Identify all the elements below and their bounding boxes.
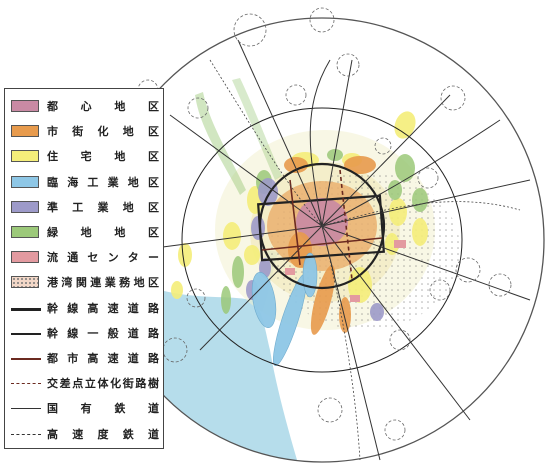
legend-swatch: [11, 226, 39, 238]
legend-item: 都心地区: [5, 95, 165, 117]
legend-line-swatch: [11, 358, 41, 360]
legend-label: 市街化地区: [47, 125, 159, 139]
legend-label: 幹線高速道路: [47, 301, 159, 315]
legend-label: 港湾関連業務地区: [47, 276, 159, 290]
legend-swatch: [11, 200, 39, 213]
legend-line-swatch: [11, 433, 41, 435]
radial-roads: [139, 39, 531, 461]
ring-roads: [181, 107, 463, 373]
legend-line-swatch: [11, 383, 41, 385]
legend-item: 流通センター: [5, 246, 165, 268]
legend-swatch: [11, 276, 39, 289]
legend-item: 臨海工業地区: [5, 171, 165, 193]
legend-label: 高速度鉄道: [47, 427, 159, 441]
legend-item: 都市高速道路: [5, 347, 165, 369]
legend-item: 市街化地区: [5, 120, 165, 142]
legend-label: 都市高速道路: [47, 352, 159, 365]
central-area: [296, 198, 348, 246]
legend-swatch: [11, 150, 39, 163]
legend-label: 交差点立体化街路樹: [47, 377, 159, 391]
legend-item: 幹線高速道路: [5, 297, 165, 319]
city-expressways: [261, 169, 383, 281]
legend-swatch: [11, 175, 39, 188]
railways: [209, 59, 521, 461]
legend-label: 国有鉄道: [47, 402, 159, 416]
legend-line-swatch: [11, 307, 41, 311]
legend-label: 準工業地区: [47, 200, 159, 214]
legend-line-swatch: [11, 332, 41, 335]
legend-label: 流通センター: [47, 251, 159, 265]
legend-item: 港湾関連業務地区: [5, 271, 165, 293]
legend-swatch: [11, 100, 39, 112]
residential-areas: [171, 111, 428, 303]
legend-item: 高速度鉄道: [5, 423, 165, 445]
legend-label: 幹線一般道路: [47, 326, 159, 340]
legend-label: 都心地区: [47, 100, 159, 113]
legend-item: 国有鉄道: [5, 397, 165, 419]
legend-label: 臨海工業地区: [47, 175, 159, 189]
coastal-industrial-areas: [251, 252, 318, 367]
legend-item: 住宅地区: [5, 145, 165, 167]
map-legend: 都心地区市街化地区住宅地区臨海工業地区 準工業地区緑地地区流通センター 港湾関連業務…: [4, 88, 164, 449]
legend-label: 住宅地区: [47, 150, 159, 164]
legend-item: 幹線一般道路: [5, 322, 165, 344]
legend-swatch: [11, 251, 39, 264]
legend-swatch: [11, 125, 39, 138]
legend-item: 緑地地区: [5, 221, 165, 243]
legend-item: 交差点立体化街路樹: [5, 372, 165, 394]
distribution-centers: [285, 240, 406, 302]
legend-label: 緑地地区: [47, 226, 159, 239]
legend-line-swatch: [11, 408, 41, 410]
legend-item: 準工業地区: [5, 196, 165, 218]
